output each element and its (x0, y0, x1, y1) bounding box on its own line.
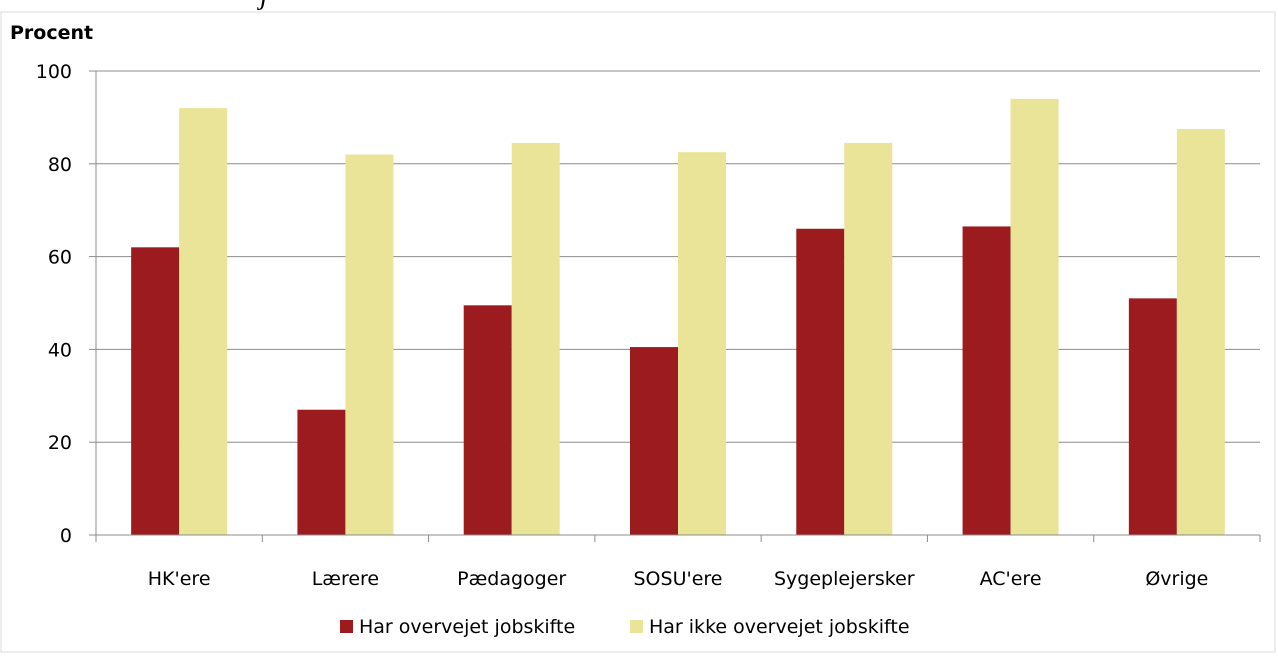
clipped-caption: j (260, 0, 268, 12)
bar-series-1 (463, 305, 512, 535)
bar-series-1 (1128, 298, 1177, 535)
bar-series-2 (1010, 98, 1059, 535)
bar-series-2 (1176, 129, 1225, 535)
bar-series-1 (297, 409, 346, 535)
bar-series-2 (844, 142, 893, 536)
y-tick-label: 20 (48, 432, 72, 454)
bar-series-1 (796, 228, 845, 535)
bar-series-1 (131, 247, 180, 535)
bar-series-2 (511, 142, 560, 536)
y-tick-label: 40 (48, 339, 72, 361)
bar-series-2 (678, 152, 726, 535)
x-tick-label: Øvrige (1145, 568, 1208, 590)
y-tick-label: 100 (36, 61, 72, 83)
legend-label: Har ikke overvejet jobskifte (649, 616, 910, 638)
legend-swatch (340, 620, 353, 633)
bar-series-2 (179, 108, 228, 536)
chart-border (0, 11, 1276, 653)
legend-swatch (630, 620, 643, 633)
y-axis-label: Procent (10, 22, 93, 44)
y-tick-label: 60 (48, 247, 72, 269)
y-tick-label: 80 (48, 154, 72, 176)
x-tick-label: SOSU'ere (634, 568, 723, 590)
x-tick-label: Pædagoger (457, 568, 566, 590)
x-tick-label: HK'ere (148, 568, 211, 590)
legend-label: Har overvejet jobskifte (359, 616, 575, 638)
x-tick-label: AC'ere (980, 568, 1042, 590)
bar-series-1 (630, 347, 678, 535)
bar-series-1 (962, 226, 1011, 535)
bar-series-2 (345, 154, 394, 535)
x-tick-label: Sygeplejersker (774, 568, 915, 590)
x-tick-label: Lærere (312, 568, 379, 590)
y-tick-label: 0 (60, 525, 72, 547)
